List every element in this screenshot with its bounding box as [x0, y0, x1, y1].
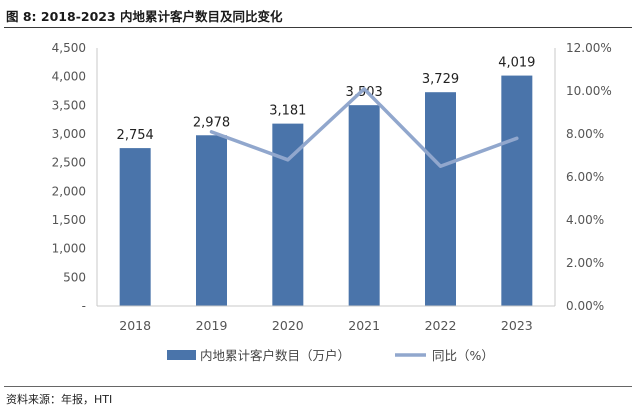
y-right-tick-label: 6.00% [566, 170, 604, 184]
x-tick-label: 2022 [425, 318, 457, 333]
bar [425, 92, 456, 306]
y-left-tick-label: 4,000 [52, 70, 86, 84]
y-left-tick-label: 1,500 [52, 213, 86, 227]
x-tick-label: 2019 [196, 318, 228, 333]
bar [119, 148, 151, 306]
y-right-tick-label: 10.00% [566, 84, 612, 98]
y-left-tick-label: - [82, 299, 86, 313]
x-tick-label: 2021 [348, 318, 380, 333]
yoy-line [209, 87, 519, 168]
y-right-tick-label: 8.00% [566, 127, 604, 141]
legend: 内地累计客户数目（万户） 同比（%） [167, 348, 494, 363]
source-note: 资料来源：年报，HTI [6, 393, 113, 406]
bar [348, 105, 380, 306]
bar-data-label: 2,754 [117, 128, 154, 143]
x-tick-label: 2020 [272, 318, 304, 333]
y-left-tick-label: 500 [63, 270, 86, 284]
y-left-tick-label: 3,000 [52, 127, 86, 141]
y-left-tick-label: 2,000 [52, 184, 86, 198]
bar [196, 135, 227, 306]
bar-data-label: 2,978 [193, 115, 230, 130]
x-tick-label: 2018 [119, 318, 151, 333]
y-left-tick-label: 4,500 [52, 41, 86, 55]
bar-data-label: 3,181 [269, 104, 306, 119]
y-right-tick-label: 0.00% [566, 299, 604, 313]
y-left-tick-label: 3,500 [52, 98, 86, 112]
bar [501, 75, 533, 306]
bar [272, 123, 304, 306]
y-right-tick-label: 4.00% [566, 213, 604, 227]
bar-data-label: 3,729 [422, 72, 459, 87]
y-left-tick-label: 1,000 [52, 242, 86, 256]
y-right-tick-label: 2.00% [566, 256, 604, 270]
legend-bar-swatch [167, 350, 196, 360]
x-tick-label: 2023 [501, 318, 533, 333]
legend-bar-label: 内地累计客户数目（万户） [200, 348, 350, 363]
y-left-tick-label: 2,500 [52, 156, 86, 170]
y-right-tick-label: 12.00% [566, 41, 612, 55]
axes: - 500 1,000 1,500 2,000 2,500 3,000 3,500 4,000 4… [52, 41, 612, 333]
legend-line-label: 同比（%） [432, 348, 494, 363]
title-divider [4, 27, 632, 28]
footer-divider [4, 386, 632, 387]
figure-title: 图 8: 2018-2023 内地累计客户数目及同比变化 [6, 9, 283, 24]
bar-data-label: 4,019 [498, 56, 535, 71]
line-series [209, 87, 519, 168]
